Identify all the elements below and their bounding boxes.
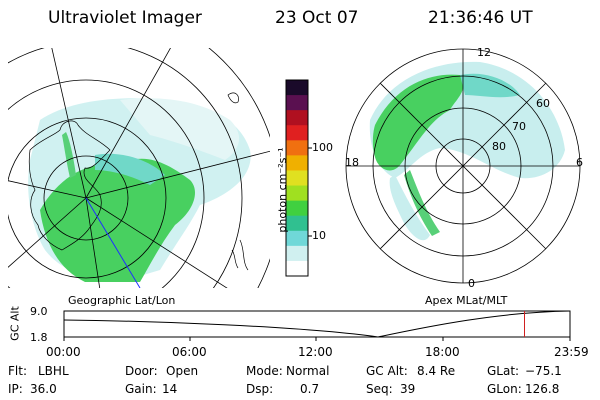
colorbar-band (286, 125, 308, 141)
colorbar-band (286, 140, 308, 156)
colorbar-band (286, 110, 308, 126)
status-gcalt-value: 8.4 Re (417, 364, 456, 378)
mlat-label-60: 60 (536, 97, 550, 110)
timeline-xtick-0: 00:00 (46, 345, 81, 359)
mlt-label-0: 0 (468, 277, 475, 290)
timeline-ybottom: 1.8 (30, 331, 48, 344)
mlt-label-6: 6 (576, 156, 583, 169)
colorbar-band (286, 170, 308, 187)
mlt-label-18: 18 (345, 156, 359, 169)
observation-date: 23 Oct 07 (275, 8, 359, 28)
mlat-label-80: 80 (492, 140, 506, 153)
mlat-label-70: 70 (512, 120, 526, 133)
mlt-label-12: 12 (477, 46, 491, 59)
status-mode-value: Normal (286, 364, 330, 378)
observation-time: 21:36:46 UT (428, 8, 533, 28)
altitude-curve (63, 310, 571, 338)
coastline (28, 120, 111, 251)
status-gain-key: Gain: (125, 382, 157, 396)
status-glat-value: −75.1 (525, 364, 562, 378)
status-glon-value: 126.8 (525, 382, 560, 396)
colorbar-band (286, 200, 308, 217)
status-gain-value: 14 (162, 382, 178, 396)
timeline-ytop: 9.0 (30, 305, 48, 318)
status-ip-value: 36.0 (30, 382, 57, 396)
aurora-oval (40, 158, 195, 282)
timeline-xtick-4: 23:59 (554, 345, 589, 359)
colorbar-band (286, 215, 308, 232)
colorbar-band (286, 260, 308, 277)
status-glat-key: GLat: (487, 364, 520, 378)
status-mode-key: Mode: (246, 364, 283, 378)
colorbar-unit-label: photon cm⁻²s⁻¹ (276, 147, 289, 233)
timeline-ylabel: GC Alt (8, 306, 22, 341)
magnetic-caption: Apex MLat/MLT (425, 294, 508, 307)
status-gcalt-key: GC Alt: (366, 364, 408, 378)
status-door-key: Door: (125, 364, 158, 378)
satellite-track (85, 197, 141, 288)
status-dsp-key: Dsp: (246, 382, 274, 396)
colorbar-frame (285, 79, 309, 277)
colorbar-band (286, 185, 308, 202)
magnetic-map (345, 48, 581, 284)
timeline-xtick-2: 12:00 (298, 345, 333, 359)
timeline-xtick-3: 18:00 (425, 345, 460, 359)
colorbar-band (286, 95, 308, 111)
colorbar-tick-100: 100 (312, 141, 333, 154)
status-flt-value: LBHL (38, 364, 69, 378)
geographic-map (8, 48, 270, 288)
status-ip-key: IP: (8, 382, 23, 396)
altitude-timeline (63, 310, 571, 341)
colorbar (285, 79, 312, 277)
status-dsp-value: 0.7 (300, 382, 320, 396)
status-flt-key: Flt: (8, 364, 27, 378)
status-seq-key: Seq: (366, 382, 393, 396)
status-seq-value: 39 (400, 382, 416, 396)
colorbar-band (286, 230, 308, 247)
colorbar-band (286, 155, 308, 172)
geographic-caption: Geographic Lat/Lon (68, 294, 176, 307)
colorbar-tick-10: 10 (312, 229, 326, 242)
status-door-value: Open (166, 364, 199, 378)
status-glon-key: GLon: (487, 382, 522, 396)
instrument-title: Ultraviolet Imager (48, 8, 202, 28)
colorbar-band (286, 80, 308, 96)
timeline-xtick-1: 06:00 (172, 345, 207, 359)
colorbar-band (286, 245, 308, 262)
